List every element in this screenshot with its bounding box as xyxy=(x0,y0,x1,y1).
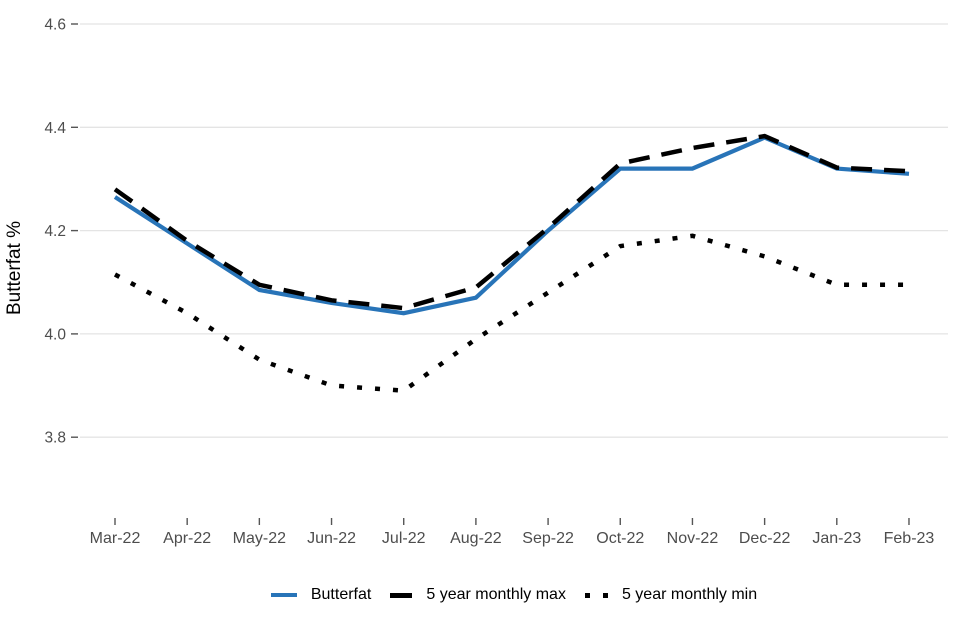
axes: 3.8 4.0 4.2 4.4 4.6 Mar-22 Apr-22 May-22 Jun-22 J… xyxy=(44,17,934,548)
x-tick-label: Apr-22 xyxy=(163,530,211,547)
x-tick-label: May-22 xyxy=(233,530,286,547)
legend-item-min: 5 year monthly min xyxy=(584,586,758,604)
legend-label-max: 5 year monthly max xyxy=(426,586,566,603)
line-butterfat xyxy=(113,135,910,316)
gridlines xyxy=(80,23,948,438)
x-tick-label: Jul-22 xyxy=(382,530,426,547)
y-axis-title: Butterfat % xyxy=(4,221,25,315)
dashed-line-swatch xyxy=(390,592,413,598)
x-tick-label: Oct-22 xyxy=(596,530,644,547)
series-lines xyxy=(113,133,910,394)
x-tick-label: Jan-23 xyxy=(812,530,861,547)
legend-label-min: 5 year monthly min xyxy=(621,586,758,603)
line-5-year-monthly-min xyxy=(113,233,909,394)
x-tick-label: Jun-22 xyxy=(307,530,356,547)
legend-item-max: 5 year monthly max xyxy=(390,586,566,604)
x-tick-label: Nov-22 xyxy=(667,530,719,547)
x-tick-label: Feb-23 xyxy=(884,530,935,547)
legend: Butterfat 5 year monthly max 5 year mont… xyxy=(80,586,948,604)
x-tick-label: Sep-22 xyxy=(522,530,574,547)
y-tick-label: 4.6 xyxy=(44,17,66,34)
plot-area: 3.8 4.0 4.2 4.4 4.6 Mar-22 Apr-22 May-22 Jun-22 J… xyxy=(4,17,948,548)
y-tick-label: 4.0 xyxy=(44,326,66,343)
y-tick-label: 4.2 xyxy=(44,223,66,240)
legend-label-butterfat: Butterfat xyxy=(310,586,372,603)
legend-item-butterfat: Butterfat xyxy=(270,586,372,604)
x-tick-label: Dec-22 xyxy=(739,530,791,547)
x-tick-label: Aug-22 xyxy=(450,530,502,547)
x-tick-label: Mar-22 xyxy=(90,530,141,547)
solid-line-swatch xyxy=(270,593,297,597)
y-tick-label: 4.4 xyxy=(44,120,66,137)
line-5-year-monthly-max xyxy=(113,133,910,311)
dotted-line-swatch xyxy=(584,592,608,598)
y-tick-label: 3.8 xyxy=(44,430,66,447)
